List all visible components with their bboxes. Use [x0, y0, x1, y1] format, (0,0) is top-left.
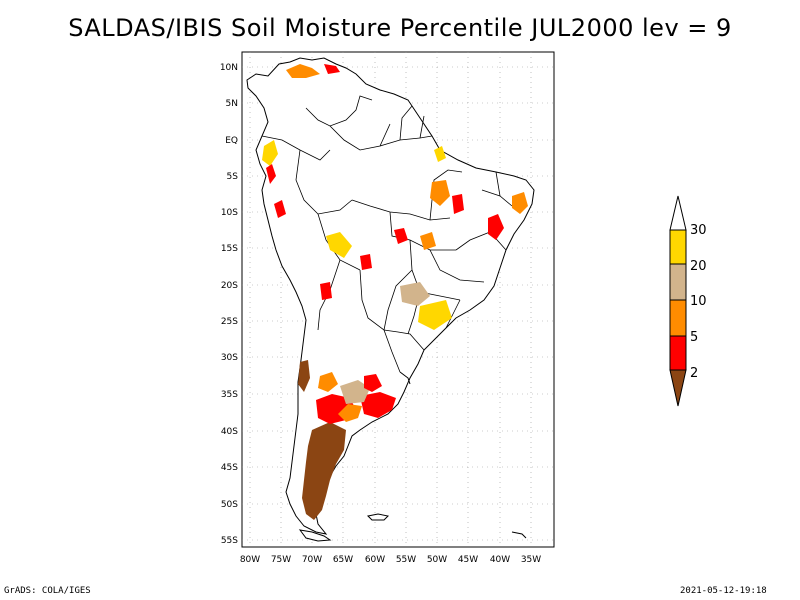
colorbar-label-20: 20: [690, 259, 707, 274]
colorbar-bin-5-10: [669, 299, 687, 337]
island-east: [511, 531, 527, 539]
patch-brazil-center-orange: [430, 180, 450, 206]
tierra-del-fuego: [298, 529, 332, 542]
patch-caribbean-coast: [286, 64, 320, 78]
colorbar-bottom-arrow: [669, 369, 687, 407]
patch-pampa-tan: [340, 380, 370, 404]
patch-chaco-red: [364, 374, 382, 392]
patch-peru-red: [274, 200, 286, 218]
falkland-islands: [366, 513, 390, 521]
patch-bolivia-red: [360, 254, 372, 270]
lagoon: [399, 371, 411, 385]
colorbar-bin-2-5: [669, 335, 687, 371]
country-boundaries: [261, 95, 513, 373]
map-panel: 80W 75W 70W 65W 60W 55W 50W 45W 40W 35W 10N 5N EQ 5S…: [220, 51, 555, 565]
lat-tick-label: 25S: [221, 317, 238, 327]
patch-mato-grosso-red: [394, 228, 408, 244]
lat-tick-label: 40S: [221, 427, 238, 437]
lat-tick-label: 45S: [221, 463, 238, 473]
colorbar-top-arrow: [669, 195, 687, 231]
colorbar-legend: 30 20 10 5 2: [669, 195, 707, 407]
grads-credit: GrADS: COLA/IGES: [4, 586, 91, 596]
lon-tick-label: 50W: [427, 555, 447, 565]
colorbar-bin-20-30: [669, 229, 687, 265]
colorbar-label-5: 5: [690, 330, 698, 345]
lon-tick-label: 80W: [240, 555, 260, 565]
lon-tick-label: 40W: [490, 555, 510, 565]
latitude-labels: 10N 5N EQ 5S 10S 15S 20S 25S 30S 35S 40S 45S 50S 55S: [220, 63, 238, 546]
lon-tick-label: 35W: [521, 555, 541, 565]
patch-cuyo-orange: [318, 372, 338, 392]
percentile-patches: [262, 64, 528, 520]
longitude-labels: 80W 75W 70W 65W 60W 55W 50W 45W 40W 35W: [240, 555, 541, 565]
patch-colombia-yellow: [262, 140, 278, 166]
lat-tick-label: 10N: [220, 63, 238, 73]
patch-mato-grosso-orange: [420, 232, 436, 250]
lat-tick-label: 15S: [221, 244, 238, 254]
colorbar-label-30: 30: [690, 223, 707, 238]
lat-tick-label: 30S: [221, 353, 238, 363]
patch-southeast-yellow: [418, 300, 452, 330]
lat-tick-label: 20S: [221, 281, 238, 291]
patch-ne-brazil-orange: [512, 192, 528, 214]
patch-pampa-orange: [338, 404, 362, 422]
patch-patagonia: [302, 422, 346, 520]
timestamp: 2021-05-12-19:18: [680, 586, 767, 596]
lat-tick-label: 35S: [221, 390, 238, 400]
lat-tick-label: 5N: [226, 99, 238, 109]
lon-tick-label: 60W: [365, 555, 385, 565]
colorbar-label-2: 2: [690, 366, 698, 381]
lat-tick-label: 5S: [227, 172, 239, 182]
lon-tick-label: 75W: [271, 555, 291, 565]
patch-amazon-yellow: [434, 146, 446, 162]
lat-tick-label: 50S: [221, 500, 238, 510]
patch-caribbean-red: [324, 64, 340, 74]
patch-chile-red: [320, 282, 332, 300]
patch-southeast-tan: [400, 282, 430, 306]
lat-tick-label: EQ: [225, 136, 238, 146]
lon-tick-label: 65W: [333, 555, 353, 565]
lat-tick-label: 10S: [221, 208, 238, 218]
patch-pampa-red: [360, 392, 396, 418]
colorbar-label-10: 10: [690, 294, 707, 309]
lat-tick-label: 55S: [221, 536, 238, 546]
patch-colombia-red: [266, 164, 276, 184]
patch-andes-brown: [298, 360, 310, 392]
lon-tick-label: 45W: [458, 555, 478, 565]
patch-ne-brazil-red: [488, 214, 504, 240]
colorbar-bin-10-20: [669, 263, 687, 301]
lon-tick-label: 55W: [396, 555, 416, 565]
map-title: SALDAS/IBIS Soil Moisture Percentile JUL…: [68, 14, 732, 42]
patch-bolivia-yellow: [326, 232, 352, 258]
lon-tick-label: 70W: [302, 555, 322, 565]
patch-brazil-center-red: [452, 194, 464, 214]
